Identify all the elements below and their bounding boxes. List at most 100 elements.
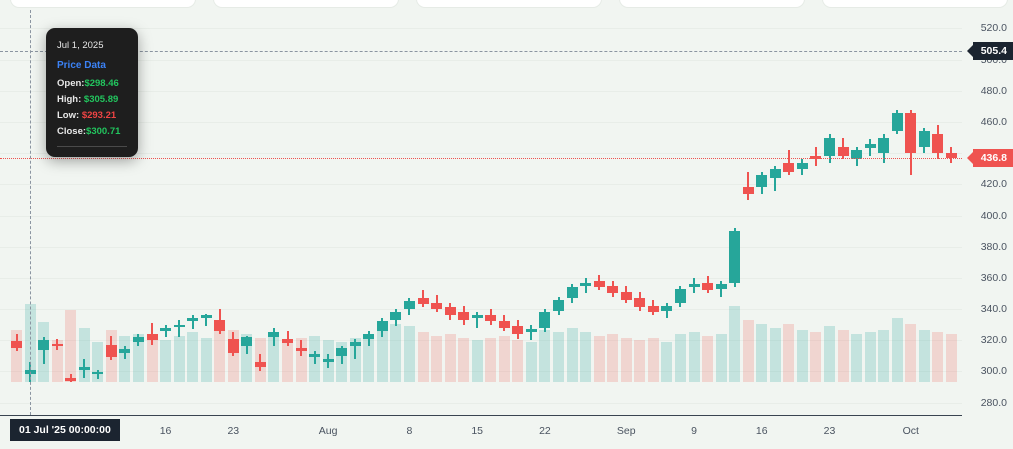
card-stub-2[interactable]: [213, 0, 399, 8]
candle-body[interactable]: [512, 326, 524, 334]
candle-body[interactable]: [254, 362, 266, 367]
candle-body[interactable]: [173, 324, 185, 327]
candle-body[interactable]: [268, 332, 280, 338]
candle-body[interactable]: [742, 187, 754, 194]
candle-body[interactable]: [810, 156, 822, 160]
candle-body[interactable]: [891, 112, 903, 132]
candle-body[interactable]: [647, 305, 659, 313]
candle-body[interactable]: [796, 162, 808, 169]
candle-body[interactable]: [390, 312, 402, 320]
candle-body[interactable]: [485, 315, 497, 322]
candle-body[interactable]: [837, 146, 849, 157]
candle-body[interactable]: [525, 329, 537, 333]
price-axis-tick: 460.0: [980, 115, 1007, 128]
candle-body[interactable]: [702, 282, 714, 291]
candle-body[interactable]: [65, 378, 77, 381]
candle-body[interactable]: [309, 354, 321, 358]
candle-body[interactable]: [105, 344, 117, 358]
candle-body[interactable]: [580, 282, 592, 286]
candle-body[interactable]: [756, 174, 768, 188]
candle-body[interactable]: [146, 333, 158, 341]
candle-body[interactable]: [363, 333, 375, 339]
candle-body[interactable]: [160, 327, 172, 331]
candle-body[interactable]: [431, 302, 443, 310]
candle-body[interactable]: [607, 285, 619, 294]
candle-body[interactable]: [634, 298, 646, 308]
candle-body[interactable]: [92, 372, 104, 375]
candle-body[interactable]: [918, 131, 930, 147]
volume-bar: [444, 334, 456, 382]
card-stub-3[interactable]: [416, 0, 602, 8]
card-stub-4[interactable]: [619, 0, 805, 8]
candle-body[interactable]: [769, 168, 781, 179]
card-stub-1[interactable]: [10, 0, 196, 8]
candle-body[interactable]: [241, 337, 253, 347]
candle-body[interactable]: [878, 137, 890, 154]
candle-body[interactable]: [376, 321, 388, 331]
time-axis-tick: 15: [471, 425, 484, 437]
price-axis-tick: 480.0: [980, 84, 1007, 97]
candle-body[interactable]: [688, 284, 700, 288]
candle-body[interactable]: [553, 299, 564, 311]
price-axis-tick: 360.0: [980, 271, 1007, 284]
gridline: [0, 277, 962, 279]
tooltip-close-value: $300.71: [86, 126, 121, 137]
time-axis-tick: 22: [539, 425, 551, 437]
candle-body[interactable]: [119, 348, 131, 353]
candle-body[interactable]: [214, 319, 226, 331]
chart-plot-area[interactable]: [0, 10, 962, 415]
candle-body[interactable]: [566, 287, 578, 299]
volume-bar: [227, 330, 239, 382]
candle-body[interactable]: [593, 280, 605, 288]
candle-body[interactable]: [200, 315, 212, 319]
gridline: [0, 153, 962, 155]
candle-body[interactable]: [11, 340, 22, 348]
candle-body[interactable]: [444, 307, 456, 316]
tooltip-open-row: Open:$298.46: [57, 78, 127, 89]
tooltip-close-row: Close:$300.71: [57, 126, 127, 137]
candle-wick: [178, 319, 181, 338]
volume-bar: [593, 336, 605, 382]
price-axis[interactable]: 520.0500.0480.0460.0440.0420.0400.0380.0…: [962, 0, 1013, 415]
tooltip-open-label: Open:: [57, 78, 85, 89]
candle-body[interactable]: [187, 318, 199, 322]
candle-body[interactable]: [78, 366, 90, 370]
candle-body[interactable]: [620, 291, 632, 300]
candle-body[interactable]: [322, 358, 334, 362]
candle-body[interactable]: [715, 284, 727, 289]
candle-body[interactable]: [851, 150, 863, 160]
candle-body[interactable]: [38, 340, 50, 350]
candle-body[interactable]: [932, 134, 944, 154]
candle-body[interactable]: [661, 305, 673, 311]
candle-body[interactable]: [132, 337, 144, 342]
crosshair-horizontal-line: [0, 51, 962, 53]
volume-bar: [837, 330, 849, 382]
candle-body[interactable]: [864, 143, 876, 149]
time-axis-tick: 23: [823, 425, 836, 437]
candle-body[interactable]: [539, 312, 551, 328]
candle-body[interactable]: [783, 162, 795, 172]
candle-body[interactable]: [471, 315, 483, 319]
candle-body[interactable]: [349, 341, 361, 347]
time-axis[interactable]: 01 Jul '25 00:00:00 16 23 Aug 8 15 22 Sep 9 16 23…: [0, 415, 962, 449]
candle-body[interactable]: [458, 312, 470, 320]
candle-body[interactable]: [905, 112, 917, 154]
price-axis-tick: 420.0: [980, 178, 1007, 191]
price-axis-tick: 300.0: [980, 365, 1007, 378]
candle-body[interactable]: [295, 347, 307, 352]
candle-body[interactable]: [403, 301, 415, 309]
candle-body[interactable]: [945, 153, 957, 158]
candle-body[interactable]: [729, 231, 741, 283]
candle-body[interactable]: [51, 344, 63, 347]
candle-body[interactable]: [824, 137, 835, 157]
candle-body[interactable]: [417, 298, 429, 305]
candle-body[interactable]: [282, 338, 293, 344]
gridline: [0, 184, 962, 186]
tooltip-divider: [57, 146, 127, 147]
candle-body[interactable]: [498, 321, 510, 328]
candle-body[interactable]: [674, 288, 686, 303]
volume-bar: [160, 340, 172, 382]
candle-body[interactable]: [336, 347, 348, 356]
candle-body[interactable]: [227, 338, 239, 353]
